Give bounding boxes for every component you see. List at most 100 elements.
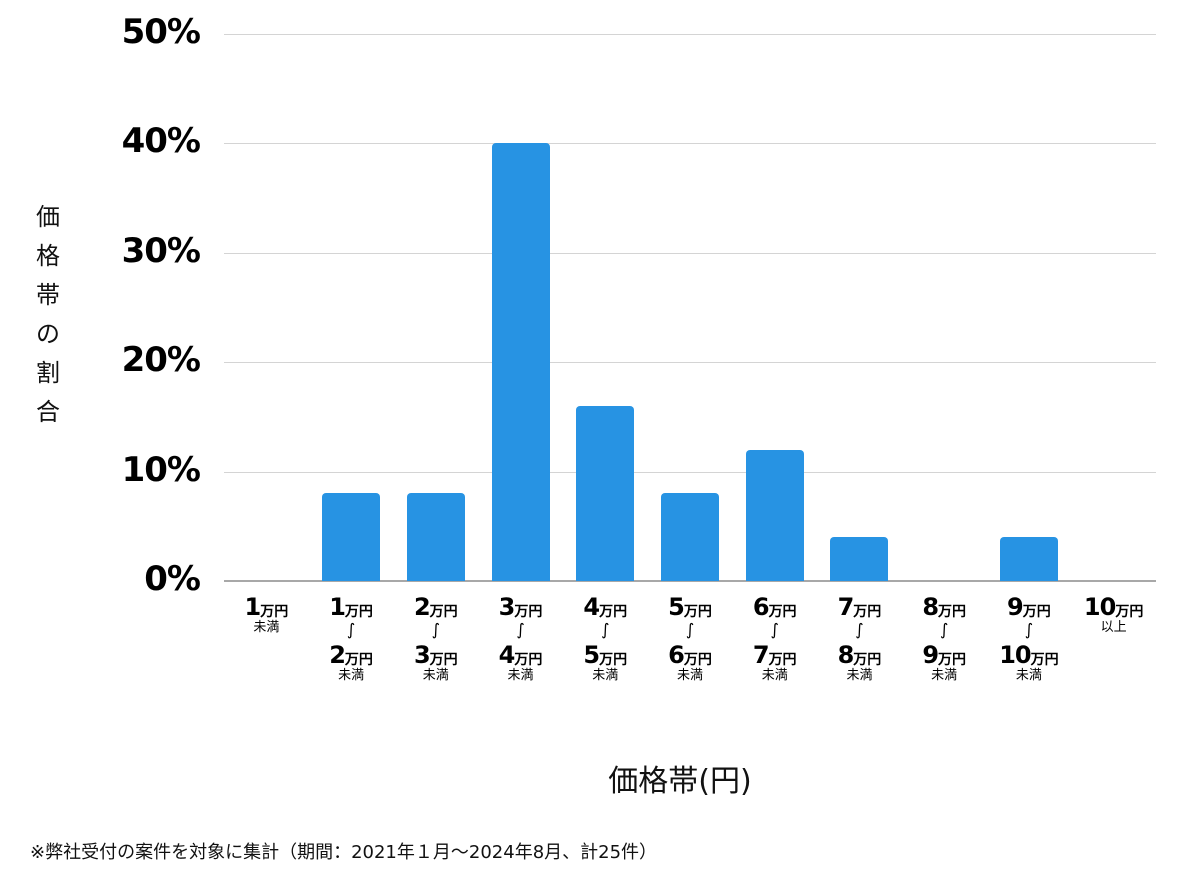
range-wave-icon: ∫: [516, 620, 525, 639]
x-tick-unit: 万円: [768, 604, 797, 620]
y-axis-label-char: 割: [36, 359, 60, 387]
x-tick-label: 7 万円 ∫ 8 万円 未満: [817, 593, 901, 685]
x-tick-unit: 万円: [599, 604, 628, 620]
x-tick-label: 4 万円 ∫ 5 万円 未満: [563, 593, 647, 685]
x-tick-suffix: 未満: [931, 668, 958, 683]
x-tick-number: 7: [752, 641, 770, 669]
x-tick-unit: 万円: [938, 652, 967, 668]
y-tick-label: 50%: [121, 12, 201, 52]
gridline: [224, 362, 1156, 364]
y-axis-label: 価格帯の割合: [30, 198, 66, 432]
x-tick-label: 2 万円 ∫ 3 万円 未満: [394, 593, 478, 685]
footnote: ※弊社受付の案件を対象に集計（期間：2021年１月〜2024年8月、計25件）: [30, 842, 658, 863]
x-tick-unit: 万円: [1115, 604, 1144, 620]
x-tick-unit: 万円: [514, 652, 543, 668]
x-tick-label: 3 万円 ∫ 4 万円 未満: [479, 593, 563, 685]
x-tick-suffix: 未満: [676, 668, 703, 683]
x-tick-number: 6: [752, 593, 770, 621]
x-tick-number: 10: [1083, 593, 1116, 621]
y-axis-label-char: 合: [36, 398, 60, 426]
x-tick-suffix: 未満: [846, 668, 873, 683]
range-wave-icon: ∫: [1024, 620, 1034, 639]
bar: [406, 493, 465, 581]
y-axis-label-char: 格: [36, 242, 60, 270]
x-tick-number: 5: [583, 641, 600, 669]
range-wave-icon: ∫: [940, 620, 949, 639]
x-tick-label: 10 万円 以上: [1072, 593, 1156, 637]
x-tick-suffix: 未満: [761, 668, 788, 683]
y-tick-label: 30%: [121, 230, 201, 271]
range-wave-icon: ∫: [431, 620, 440, 639]
bar: [830, 537, 889, 581]
x-tick-suffix: 未満: [253, 620, 280, 635]
x-tick-unit: 万円: [683, 604, 712, 620]
x-tick-number: 8: [837, 641, 855, 669]
x-tick-unit: 万円: [1022, 604, 1051, 620]
x-tick-unit: 万円: [768, 652, 797, 668]
bar: [491, 143, 550, 581]
x-tick-number: 2: [329, 641, 346, 669]
range-wave-icon: ∫: [601, 620, 610, 639]
x-tick-unit: 万円: [344, 652, 373, 668]
x-tick-label: 6 万円 ∫ 7 万円 未満: [733, 593, 817, 685]
x-tick-label: 5 万円 ∫ 6 万円 未満: [648, 593, 732, 685]
y-tick-label: 10%: [121, 449, 201, 490]
x-tick-number: 5: [668, 593, 685, 621]
x-tick-number: 8: [922, 593, 939, 621]
x-tick-suffix: 未満: [507, 668, 534, 683]
x-tick-unit: 万円: [429, 652, 458, 668]
x-tick-number: 1: [244, 593, 262, 621]
bar: [661, 493, 719, 581]
x-tick-unit: 万円: [853, 604, 882, 620]
gridline: [224, 34, 1156, 35]
x-tick-suffix: 未満: [422, 668, 449, 683]
x-tick-number: 6: [668, 641, 685, 669]
x-tick-number: 9: [1007, 593, 1024, 621]
x-tick-suffix: 未満: [338, 668, 365, 683]
y-tick-label: 20%: [121, 340, 201, 381]
x-axis-label: 価格帯(円): [608, 764, 752, 799]
x-tick-label: 8 万円 ∫ 9 万円 未満: [902, 593, 986, 685]
y-axis-label-char: 帯: [36, 281, 60, 309]
x-tick-number: 4: [498, 641, 516, 669]
y-tick-label: 40%: [121, 121, 201, 162]
range-wave-icon: ∫: [855, 620, 864, 639]
x-tick-label: 1 万円 未満: [224, 593, 308, 637]
x-tick-suffix: 未満: [1015, 668, 1042, 683]
bar: [576, 405, 635, 581]
y-tick-label: 0%: [144, 559, 201, 599]
x-tick-unit: 万円: [344, 604, 373, 620]
x-tick-number: 2: [413, 593, 431, 621]
x-tick-number: 7: [837, 593, 855, 621]
x-tick-unit: 万円: [514, 604, 543, 620]
x-tick-unit: 万円: [599, 652, 628, 668]
x-tick-number: 10: [999, 641, 1031, 669]
x-tick-unit: 万円: [683, 652, 712, 668]
x-tick-number: 9: [922, 641, 939, 669]
bar: [322, 493, 381, 581]
bar: [745, 449, 804, 581]
x-tick-number: 3: [413, 641, 431, 669]
bar: [999, 537, 1058, 581]
x-tick-label: 9 万円 ∫ 10 万円 未満: [987, 593, 1071, 685]
x-tick-unit: 万円: [853, 652, 882, 668]
x-tick-suffix: 以上: [1100, 620, 1127, 635]
x-tick-number: 1: [329, 593, 346, 621]
range-wave-icon: ∫: [770, 620, 779, 639]
x-tick-unit: 万円: [429, 604, 458, 620]
range-wave-icon: ∫: [346, 620, 356, 639]
gridline: [224, 471, 1156, 473]
gridline: [224, 143, 1156, 145]
x-tick-unit: 万円: [938, 604, 967, 620]
x-tick-number: 4: [583, 593, 600, 621]
gridline: [224, 252, 1156, 254]
range-wave-icon: ∫: [685, 620, 695, 639]
x-axis-baseline: [224, 580, 1156, 582]
x-tick-suffix: 未満: [592, 668, 619, 683]
x-tick-unit: 万円: [1030, 652, 1059, 668]
y-axis-label-char: の: [36, 320, 60, 348]
x-tick-label: 1 万円 ∫ 2 万円 未満: [309, 593, 393, 685]
x-tick-unit: 万円: [260, 604, 289, 620]
y-axis-label-char: 価: [36, 203, 60, 231]
